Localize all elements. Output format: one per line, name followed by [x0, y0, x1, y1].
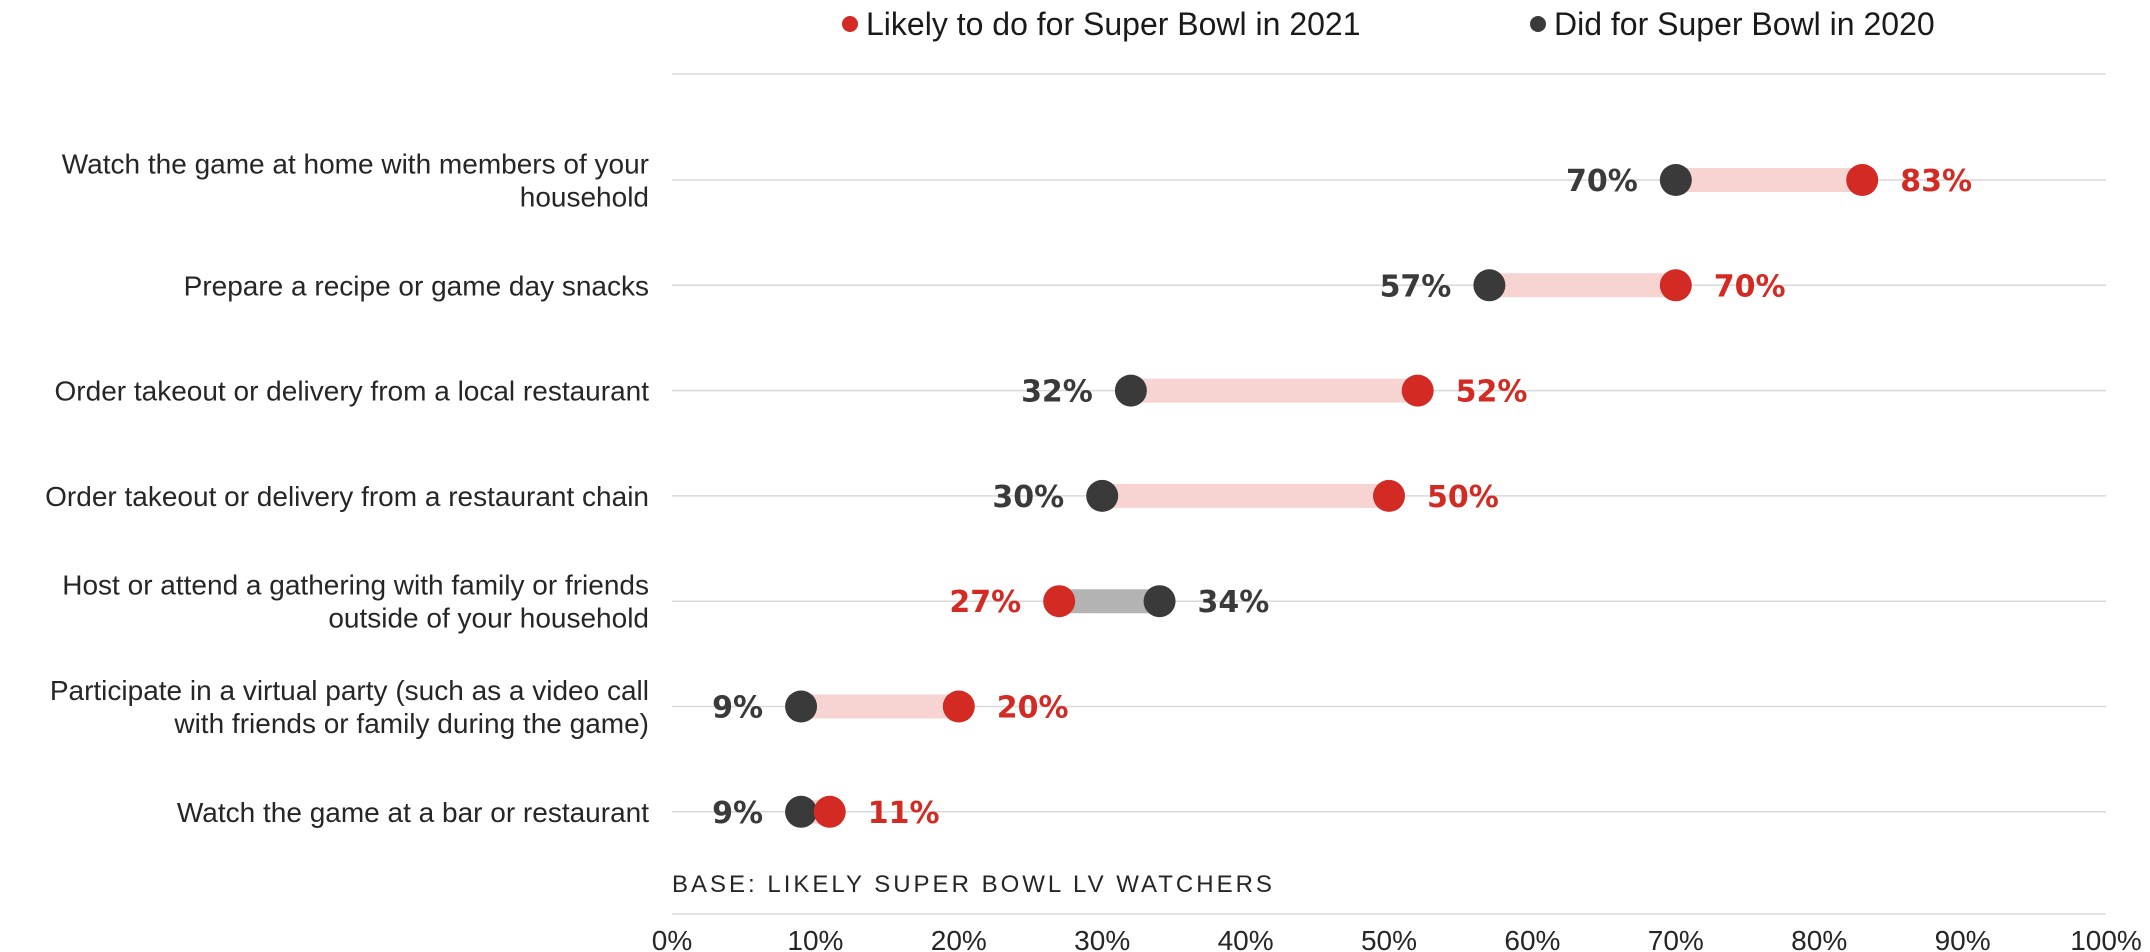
category-label: Order takeout or delivery from a local r… — [55, 376, 650, 407]
category-label: Participate in a virtual party (such as … — [50, 675, 649, 706]
x-tick-label: 60% — [1504, 925, 1560, 952]
category-label: Order takeout or delivery from a restaur… — [45, 481, 649, 512]
dot-2020 — [1473, 269, 1506, 302]
plot-area: 0% 10% 20% 30% 40% 50% 60% 70% 80% 90% 100% Watch t… — [45, 73, 2142, 952]
x-tick-label: 30% — [1074, 925, 1130, 952]
category-label: Host or attend a gathering with family o… — [62, 570, 649, 601]
x-tick-label: 10% — [787, 925, 843, 952]
dot-2020 — [785, 795, 818, 828]
dot-2021 — [942, 690, 975, 723]
value-label-2020: 57% — [1380, 269, 1452, 304]
dot-2020 — [785, 690, 818, 723]
value-label-2021: 20% — [997, 691, 1069, 726]
base-note: BASE: LIKELY SUPER BOWL LV WATCHERS — [672, 871, 1275, 898]
value-label-2021: 70% — [1714, 269, 1786, 304]
category-label: Prepare a recipe or game day snacks — [184, 270, 649, 301]
x-tick-label: 0% — [652, 925, 692, 952]
legend-label-2020: Did for Super Bowl in 2020 — [1554, 6, 1935, 42]
legend-marker-2021 — [842, 16, 858, 32]
value-label-2021: 52% — [1456, 375, 1528, 410]
category-label: household — [520, 182, 649, 213]
value-label-2020: 30% — [992, 480, 1064, 515]
legend: Likely to do for Super Bowl in 2021 Did … — [842, 6, 1935, 42]
value-label-2021: 11% — [868, 796, 940, 831]
value-label-2020: 70% — [1566, 164, 1638, 199]
x-tick-label: 90% — [1935, 925, 1991, 952]
dot-2021 — [1846, 164, 1879, 196]
value-label-2020: 34% — [1198, 585, 1270, 620]
x-tick-label: 80% — [1791, 925, 1847, 952]
dot-2021 — [813, 795, 846, 828]
dot-2021 — [1373, 479, 1405, 512]
dot-2021 — [1043, 585, 1076, 618]
legend-label-2021: Likely to do for Super Bowl in 2021 — [866, 6, 1361, 42]
x-tick-label: 70% — [1648, 925, 1704, 952]
x-tick-label: 100% — [2070, 925, 2142, 952]
x-tick-label: 40% — [1218, 925, 1274, 952]
legend-marker-2020 — [1530, 16, 1546, 32]
category-label: outside of your household — [328, 603, 649, 634]
dot-2021 — [1659, 269, 1692, 302]
dot-2021 — [1401, 374, 1434, 407]
dot-2020 — [1086, 479, 1119, 512]
category-label: with friends or family during the game) — [173, 708, 649, 739]
category-label: Watch the game at home with members of y… — [62, 149, 649, 180]
category-label: Watch the game at a bar or restaurant — [177, 797, 649, 828]
x-tick-label: 20% — [931, 925, 987, 952]
value-label-2021: 83% — [1900, 164, 1972, 199]
dot-2020 — [1114, 374, 1147, 407]
value-label-2020: 9% — [712, 691, 763, 726]
x-tick-label: 50% — [1361, 925, 1417, 952]
value-label-2021: 27% — [949, 585, 1021, 620]
value-label-2020: 9% — [712, 796, 763, 831]
dot-2020 — [1143, 585, 1176, 618]
value-label-2021: 50% — [1427, 480, 1499, 515]
dot-2020 — [1659, 164, 1692, 196]
value-label-2020: 32% — [1021, 375, 1093, 410]
